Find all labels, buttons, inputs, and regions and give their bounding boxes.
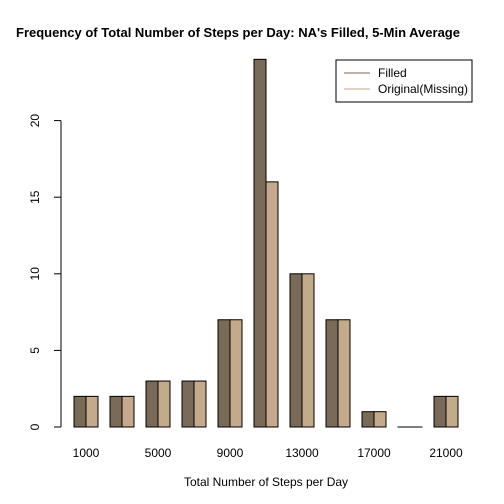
x-tick-label: 21000: [429, 446, 463, 460]
bar-original: [301, 273, 315, 428]
x-axis-label: Total Number of Steps per Day: [184, 475, 348, 489]
y-tick-label: 0: [28, 423, 42, 430]
x-tick-label: 5000: [145, 446, 172, 460]
bars-group: [73, 58, 459, 428]
y-tick-label: 10: [28, 267, 42, 281]
chart-title: Frequency of Total Number of Steps per D…: [16, 25, 460, 40]
x-tick-label: 13000: [285, 446, 319, 460]
bar-filled: [253, 58, 267, 428]
bar-original: [85, 395, 99, 428]
bar-filled: [433, 395, 447, 428]
bar-original: [157, 380, 171, 428]
legend-label-filled: Filled: [378, 66, 407, 80]
bar-filled: [325, 319, 339, 428]
bar-original: [121, 395, 135, 428]
y-axis: 0 5 10 15 20: [28, 114, 62, 430]
x-tick-labels: 1000 5000 9000 13000 17000 21000: [73, 446, 463, 460]
y-tick-label: 15: [28, 190, 42, 204]
bar-filled: [181, 380, 195, 428]
bar-original: [193, 380, 207, 428]
bar-filled: [145, 380, 159, 428]
bar-original: [337, 319, 351, 428]
legend: Filled Original(Missing): [335, 59, 473, 103]
bar-original: [445, 395, 459, 428]
y-tick-label: 20: [28, 114, 42, 128]
bar-filled: [217, 319, 231, 428]
y-tick-label: 5: [28, 347, 42, 354]
x-tick-label: 17000: [357, 446, 391, 460]
bar-filled: [361, 411, 375, 428]
x-tick-label: 9000: [217, 446, 244, 460]
x-tick-label: 1000: [73, 446, 100, 460]
bar-original: [373, 411, 387, 428]
legend-label-original: Original(Missing): [378, 82, 468, 96]
bar-filled: [73, 395, 87, 428]
bar-original: [265, 181, 279, 428]
bar-filled: [289, 273, 303, 428]
bar-filled: [109, 395, 123, 428]
legend-box: [335, 59, 473, 103]
bar-original: [229, 319, 243, 428]
